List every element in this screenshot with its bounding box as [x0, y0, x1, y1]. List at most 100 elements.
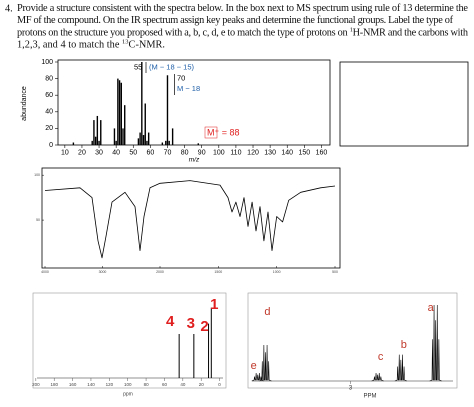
x-tick-label: 40 [180, 382, 186, 387]
x-tick-label: 3 [349, 386, 353, 392]
ms-annotation: M⁺ = 88 [207, 127, 240, 137]
x-tick-label: 140 [281, 149, 293, 156]
x-tick-label: 110 [230, 149, 241, 156]
y-tick-label: 100 [41, 59, 53, 66]
x-tick-label: 60 [162, 382, 168, 387]
x-tick-label: 90 [198, 149, 206, 156]
x-tick-label: 0 [218, 382, 221, 387]
h1-peak [371, 372, 384, 382]
y-tick-label: 20 [45, 125, 53, 132]
ms-peak [147, 132, 150, 145]
ms-peak [165, 140, 167, 145]
x-tick-label: 70 [164, 149, 172, 156]
x-tick-label: 500 [332, 270, 338, 274]
x-tick-label: 150 [298, 149, 310, 156]
ms-peak [124, 105, 126, 145]
question-line: Provide a structure consistent with the … [17, 3, 468, 14]
h1-peak-label: e [251, 360, 257, 372]
ms-peak [93, 120, 95, 145]
x-tick-label: 80 [181, 149, 189, 156]
ms-peak [113, 128, 116, 145]
ms-peak [168, 140, 170, 145]
ms-plot-frame [57, 59, 331, 146]
text-segment: 1,2,3, and 4 to match the [17, 40, 122, 51]
x-tick-label: 50 [129, 149, 137, 156]
ms-peak [197, 143, 199, 145]
ms-peak [98, 140, 100, 145]
h1-peak-label: c [378, 351, 384, 363]
y-tick-label: 40 [45, 109, 53, 116]
question-number: 4. [5, 3, 13, 14]
x-tick-label: 20 [199, 382, 205, 387]
x-axis-label: ppm [123, 391, 133, 397]
ms-peak [161, 142, 164, 145]
x-tick-label: 30 [95, 149, 103, 156]
c13-peak-label: 1 [210, 296, 218, 313]
x-tick-label: 2000 [156, 270, 164, 274]
superscript: 1 [350, 26, 353, 33]
x-tick-label: 140 [87, 382, 95, 387]
ms-annotation: M − 18 [177, 84, 200, 93]
h1-peak [429, 304, 442, 382]
ms-peak [120, 82, 122, 145]
y-axis-label: abundance [21, 86, 28, 121]
x-tick-label: 80 [144, 382, 150, 387]
question-line: MF of the compound. On the IR spectrum a… [17, 16, 454, 27]
x-tick-label: 20 [78, 149, 86, 156]
ir-plot-frame [41, 167, 341, 269]
h1-peak [259, 344, 272, 382]
ms-peak [122, 128, 124, 145]
c13-peak-label: 4 [166, 313, 175, 330]
x-tick-label: 160 [69, 382, 77, 387]
y-tick-label: 60 [45, 92, 53, 99]
answer-box [339, 61, 469, 147]
x-tick-label: 130 [264, 149, 276, 156]
y-tick-label: 80 [45, 75, 53, 82]
h1-frame [247, 292, 458, 389]
x-tick-label: 3000 [99, 270, 107, 274]
x-tick-label: 160 [316, 149, 328, 156]
y-tick-label: 50 [36, 218, 40, 222]
text-segment: H-NMR and the carbons with [353, 28, 469, 39]
text-segment: Provide a structure consistent with the … [17, 3, 468, 14]
text-segment: C-NMR. [129, 40, 165, 51]
ms-peak [118, 80, 121, 145]
x-tick-label: 40 [112, 149, 120, 156]
c13-peak-label: 2 [200, 318, 208, 335]
annotation-frame [204, 126, 218, 139]
c13-peak-label: 3 [187, 315, 195, 332]
h1-peak-label: d [264, 306, 270, 318]
x-tick-label: 100 [124, 382, 132, 387]
ms-peak [142, 135, 145, 145]
h1-peak [394, 354, 407, 382]
ms-peak [144, 103, 146, 145]
text-segment: MF of the compound. On the IR spectrum a… [17, 16, 454, 27]
x-axis-label: m/z [189, 157, 200, 164]
ms-peak [171, 128, 174, 145]
ms-peak [100, 120, 102, 145]
h1-peak-label: b [401, 339, 407, 351]
ms-peak [141, 62, 143, 145]
x-tick-label: 120 [247, 149, 259, 156]
x-tick-label: 1500 [214, 270, 222, 274]
x-tick-label: 180 [50, 382, 58, 387]
question-line: protons on the structure you proposed wi… [17, 26, 469, 38]
ms-annotation: (M − 18 − 15) [149, 62, 195, 71]
ms-annotation: 55 [134, 62, 142, 71]
ms-peak [146, 140, 148, 145]
ms-peak [91, 140, 93, 145]
x-axis-label: PPM [363, 394, 376, 400]
x-tick-label: 120 [106, 382, 114, 387]
ms-peak [94, 136, 97, 145]
question-line: 1,2,3, and 4 to match the 13C-NMR. [17, 39, 165, 51]
y-tick-label: 100 [34, 173, 40, 177]
ms-peak [137, 138, 140, 145]
ms-peak [96, 115, 99, 145]
y-tick-label: 0 [49, 142, 53, 149]
ms-peak [117, 78, 119, 145]
h1-peak [251, 372, 264, 382]
ms-peak [72, 142, 75, 145]
x-tick-label: 100 [213, 149, 225, 156]
